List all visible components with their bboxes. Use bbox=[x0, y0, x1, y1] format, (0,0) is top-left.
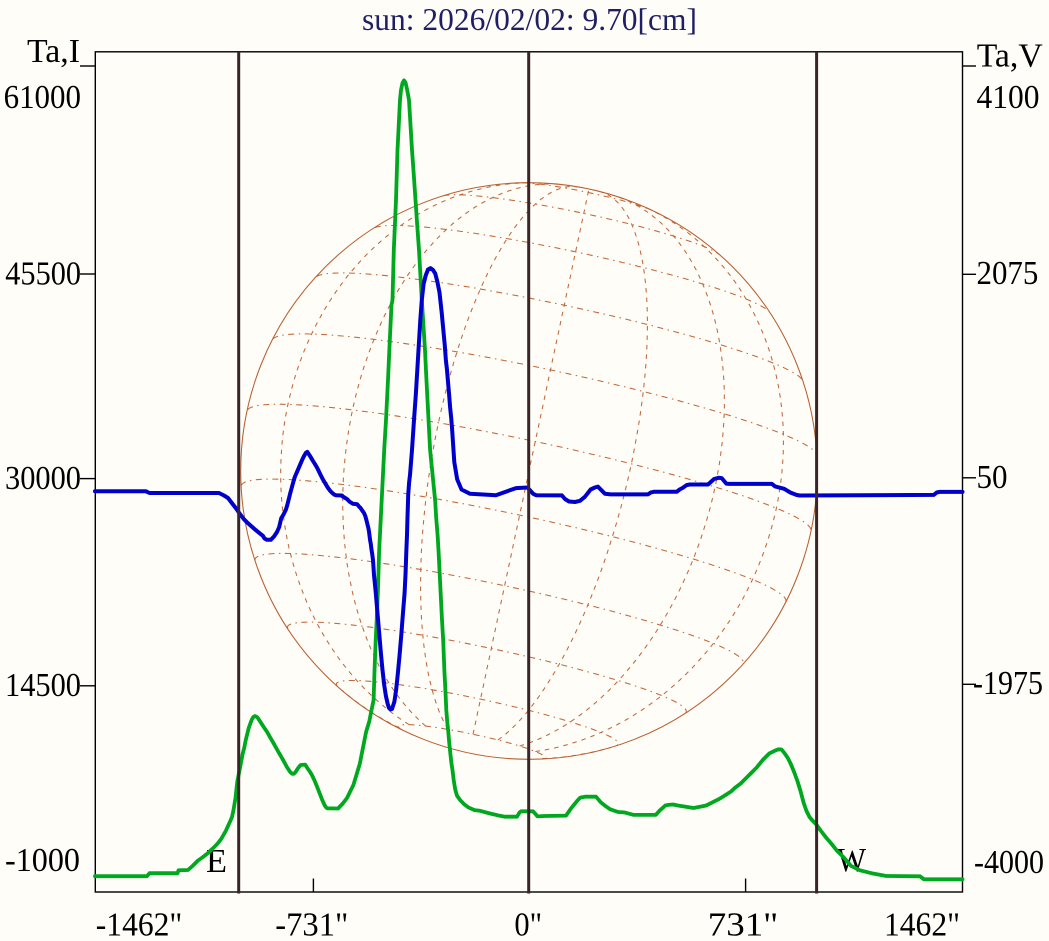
svg-text:-1462": -1462" bbox=[96, 906, 183, 941]
svg-text:2075: 2075 bbox=[977, 255, 1039, 292]
svg-text:Ta,V: Ta,V bbox=[977, 38, 1043, 75]
svg-text:W: W bbox=[837, 842, 867, 879]
svg-text:1462": 1462" bbox=[884, 906, 960, 941]
svg-text:-731": -731" bbox=[275, 906, 348, 941]
svg-text:731": 731" bbox=[708, 906, 779, 941]
svg-text:Ta,I: Ta,I bbox=[27, 33, 80, 70]
svg-text:E: E bbox=[206, 843, 227, 880]
svg-text:14500: 14500 bbox=[5, 667, 81, 704]
svg-text:0": 0" bbox=[514, 906, 542, 941]
svg-text:45500: 45500 bbox=[5, 256, 81, 293]
svg-text:sun: 2026/02/02: 9.70[cm]: sun: 2026/02/02: 9.70[cm] bbox=[362, 1, 697, 37]
svg-text:30000: 30000 bbox=[5, 460, 81, 497]
svg-text:50: 50 bbox=[977, 459, 1008, 496]
svg-text:-1000: -1000 bbox=[5, 842, 80, 879]
svg-text:61000: 61000 bbox=[4, 79, 81, 116]
svg-text:-1975: -1975 bbox=[973, 665, 1043, 702]
svg-text:4100: 4100 bbox=[977, 79, 1040, 116]
svg-text:-4000: -4000 bbox=[974, 844, 1044, 881]
